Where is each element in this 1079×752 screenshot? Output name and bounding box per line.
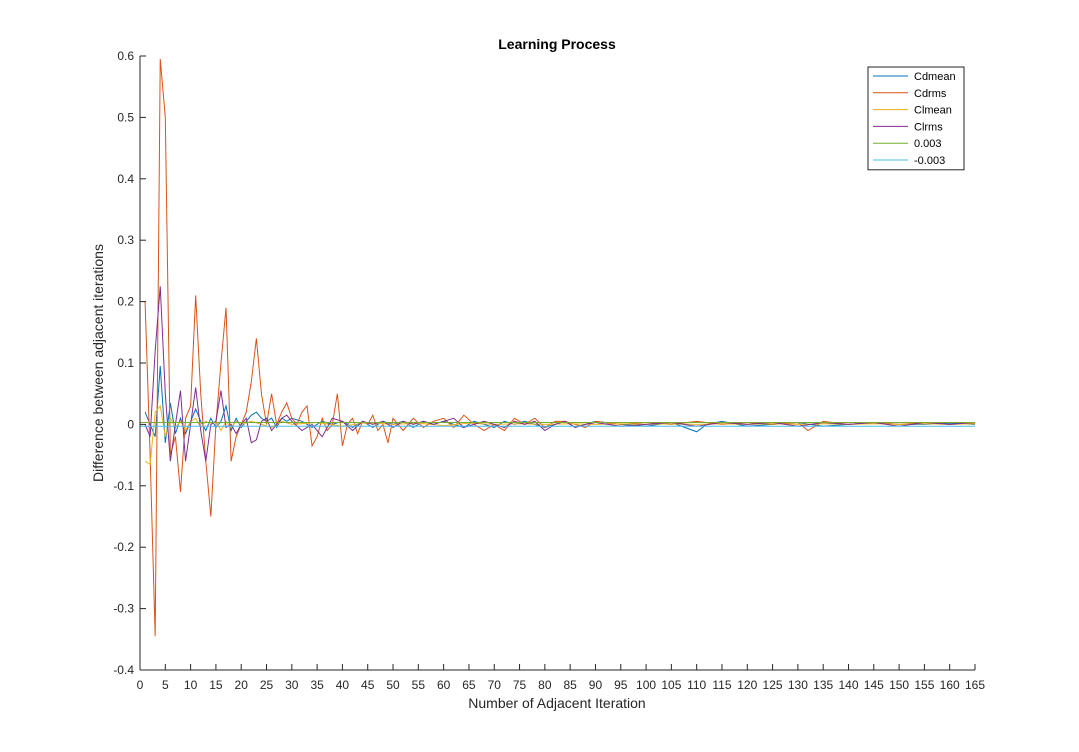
y-tick-label: 0.6: [117, 49, 134, 63]
x-tick-label: 125: [763, 678, 783, 692]
series-layer: [140, 59, 976, 637]
x-tick-label: 45: [361, 678, 375, 692]
series-line-1: [144, 366, 976, 443]
chart-title: Learning Process: [498, 36, 616, 52]
legend-label: Cdrms: [914, 88, 947, 100]
x-tick-label: 95: [614, 678, 628, 692]
y-tick-label: 0.3: [117, 233, 134, 247]
legend-label: 0.003: [914, 138, 942, 150]
x-tick-label: 70: [488, 678, 502, 692]
x-tick-label: 0: [137, 678, 144, 692]
y-tick-label: 0.4: [117, 172, 134, 186]
legend-label: Clrms: [914, 121, 943, 133]
legend-label: -0.003: [914, 155, 945, 167]
x-tick-label: 80: [538, 678, 552, 692]
legend: Cdmean Cdrms Clmean Clrms 0.003 -0.003: [867, 66, 965, 171]
axes-layer: 0 5 10 15 20 25 30 35 40 45 50 55 60 65 70 75 80 85 90 95 10…: [113, 49, 985, 692]
x-tick-label: 20: [235, 678, 249, 692]
legend-box: [867, 66, 965, 171]
x-tick-label: 100: [636, 678, 656, 692]
x-tick-label: 135: [813, 678, 833, 692]
x-tick-label: 110: [687, 678, 706, 692]
x-tick-label: 65: [462, 678, 476, 692]
y-tick-label: 0.2: [117, 295, 134, 309]
x-tick-label: 105: [661, 678, 681, 692]
x-tick-label: 15: [209, 678, 223, 692]
x-tick-label: 60: [437, 678, 451, 692]
x-tick-label: 85: [563, 678, 577, 692]
y-tick-label: -0.4: [113, 663, 134, 677]
y-tick-label: -0.2: [113, 540, 134, 554]
x-tick-label: 140: [838, 678, 858, 692]
y-tick-label: 0.1: [117, 356, 134, 370]
x-tick-label: 120: [737, 678, 757, 692]
y-tick-label: 0: [127, 417, 134, 431]
legend-label: Cdmean: [914, 71, 956, 83]
x-tick-label: 160: [940, 678, 960, 692]
x-tick-label: 30: [285, 678, 299, 692]
x-tick-label: 35: [310, 678, 324, 692]
x-tick-label: 165: [965, 678, 985, 692]
x-tick-label: 75: [513, 678, 527, 692]
x-tick-label: 10: [184, 678, 198, 692]
x-tick-label: 150: [889, 678, 909, 692]
y-tick-label: -0.3: [113, 602, 134, 616]
x-tick-label: 145: [864, 678, 884, 692]
x-tick-label: 155: [914, 678, 934, 692]
x-tick-label: 55: [412, 678, 426, 692]
x-tick-label: 130: [788, 678, 808, 692]
x-tick-label: 90: [589, 678, 603, 692]
x-tick-label: 25: [260, 678, 274, 692]
x-tick-label: 5: [162, 678, 169, 692]
x-tick-label: 115: [712, 678, 731, 692]
y-tick-label: -0.1: [113, 479, 134, 493]
series-line-4: [144, 286, 976, 462]
x-tick-label: 50: [386, 678, 400, 692]
plot-area: [140, 56, 975, 670]
x-tick-label: 40: [336, 678, 350, 692]
x-axis-label: Number of Adjacent Iteration: [468, 695, 645, 711]
y-tick-label: 0.5: [117, 110, 134, 124]
legend-label: Clmean: [914, 105, 952, 117]
y-axis-label: Difference between adjacent iterations: [90, 244, 106, 482]
